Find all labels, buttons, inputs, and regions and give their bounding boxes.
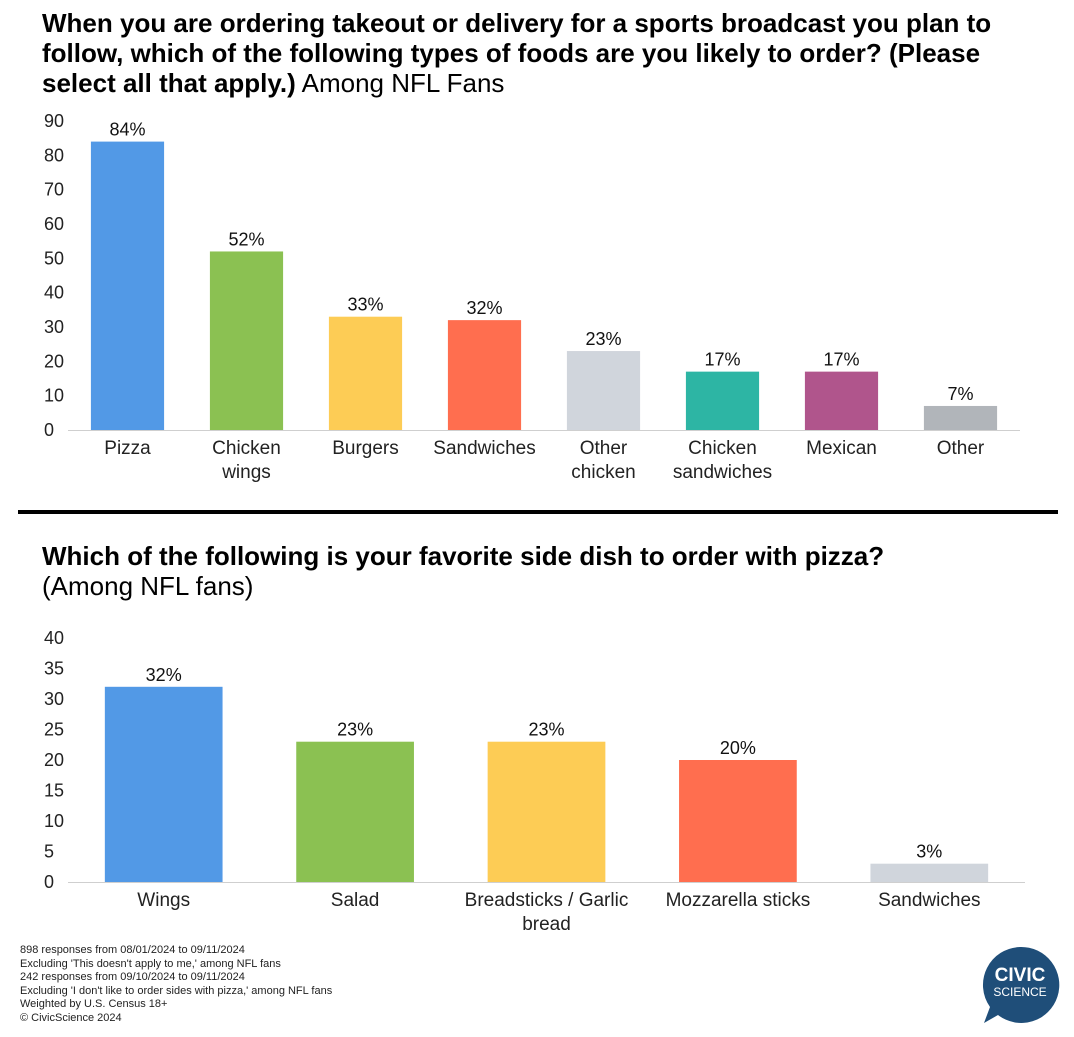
y-tick-label: 60 [44, 214, 64, 234]
data-label: 23% [528, 720, 564, 740]
y-tick-label: 50 [44, 248, 64, 268]
footnote-line: 898 responses from 08/01/2024 to 09/11/2… [20, 944, 245, 956]
y-tick-label: 0 [44, 872, 54, 892]
bar [685, 371, 760, 430]
bar [804, 371, 879, 430]
y-tick-label: 20 [44, 750, 64, 770]
footnote-line: 242 responses from 09/10/2024 to 09/11/2… [20, 971, 245, 984]
bar [296, 741, 414, 882]
y-tick-label: 70 [44, 180, 64, 200]
y-tick-label: 15 [44, 781, 64, 801]
bar [487, 741, 606, 882]
bar [90, 141, 165, 430]
category-label: Wings [137, 890, 190, 911]
chart1-title: When you are ordering takeout or deliver… [42, 8, 1042, 98]
category-label: Sandwiches [433, 438, 535, 459]
chart2-title-bold: Which of the following is your favorite … [42, 541, 885, 571]
footnote-line: Weighted by U.S. Census 18+ [20, 998, 168, 1011]
bar [566, 351, 641, 430]
category-label: bread [522, 914, 571, 935]
y-tick-label: 30 [44, 317, 64, 337]
data-label: 32% [466, 298, 502, 318]
data-label: 17% [823, 350, 859, 370]
y-tick-label: 40 [44, 628, 64, 648]
data-label: 20% [720, 738, 756, 758]
logo-speech-bubble [982, 946, 1060, 1023]
category-label: Chicken [212, 438, 281, 459]
data-label: 3% [916, 842, 942, 862]
bar [679, 760, 797, 882]
chart2-title-subtitle: (Among NFL fans) [42, 571, 254, 601]
footnote-line: © CivicScience 2024 [20, 1011, 122, 1024]
logo-text-civic: CIVIC [995, 965, 1046, 986]
category-label: Other [937, 438, 985, 459]
section-divider [18, 510, 1058, 514]
data-label: 52% [228, 229, 264, 249]
y-tick-label: 30 [44, 689, 64, 709]
data-label: 7% [947, 384, 973, 404]
data-label: 23% [337, 720, 373, 740]
data-label: 32% [146, 665, 182, 685]
chart2-title: Which of the following is your favorite … [42, 541, 1042, 601]
civicscience-logo: CIVIC SCIENCE [982, 946, 1060, 1023]
bar [209, 251, 284, 430]
chart1-plot: 0 10 20 30 40 50 60 70 80 90 84% Pizza 52% Chicken win… [44, 111, 1020, 483]
y-tick-label: 0 [44, 420, 54, 440]
logo-text-science: SCIENCE [993, 985, 1046, 999]
bar [923, 405, 998, 430]
footnotes: 898 responses from 08/01/2024 to 09/11/2… [20, 944, 332, 1026]
data-label: 23% [585, 329, 621, 349]
y-tick-label: 5 [44, 842, 54, 862]
chart1-title-bold: When you are ordering takeout or deliver… [42, 8, 992, 98]
footnote-line: Excluding 'I don't like to order sides w… [20, 984, 333, 997]
y-tick-label: 20 [44, 351, 64, 371]
y-tick-label: 80 [44, 145, 64, 165]
category-label: wings [221, 462, 271, 483]
bar [447, 320, 522, 430]
category-label: sandwiches [673, 462, 772, 483]
data-label: 84% [109, 120, 145, 140]
category-label: Breadsticks / Garlic [465, 890, 629, 911]
category-label: Mexican [806, 438, 877, 459]
bar [328, 316, 403, 430]
y-tick-label: 90 [44, 111, 64, 131]
category-label: Chicken [688, 438, 757, 459]
bar [870, 863, 989, 882]
data-label: 33% [347, 295, 383, 315]
category-label: Pizza [104, 438, 151, 459]
y-tick-label: 10 [44, 386, 64, 406]
chart1-title-subtitle: Among NFL Fans [295, 68, 505, 98]
bar [104, 686, 223, 882]
category-label: Burgers [332, 438, 399, 459]
y-tick-label: 10 [44, 811, 64, 831]
category-label: Mozzarella sticks [666, 890, 811, 911]
y-tick-label: 40 [44, 283, 64, 303]
category-label: chicken [571, 462, 635, 483]
y-tick-label: 35 [44, 659, 64, 679]
data-label: 17% [704, 350, 740, 370]
category-label: Salad [331, 890, 380, 911]
category-label: Sandwiches [878, 890, 980, 911]
y-tick-label: 25 [44, 720, 64, 740]
footnote-line: Excluding 'This doesn't apply to me,' am… [20, 957, 281, 970]
category-label: Other [580, 438, 628, 459]
